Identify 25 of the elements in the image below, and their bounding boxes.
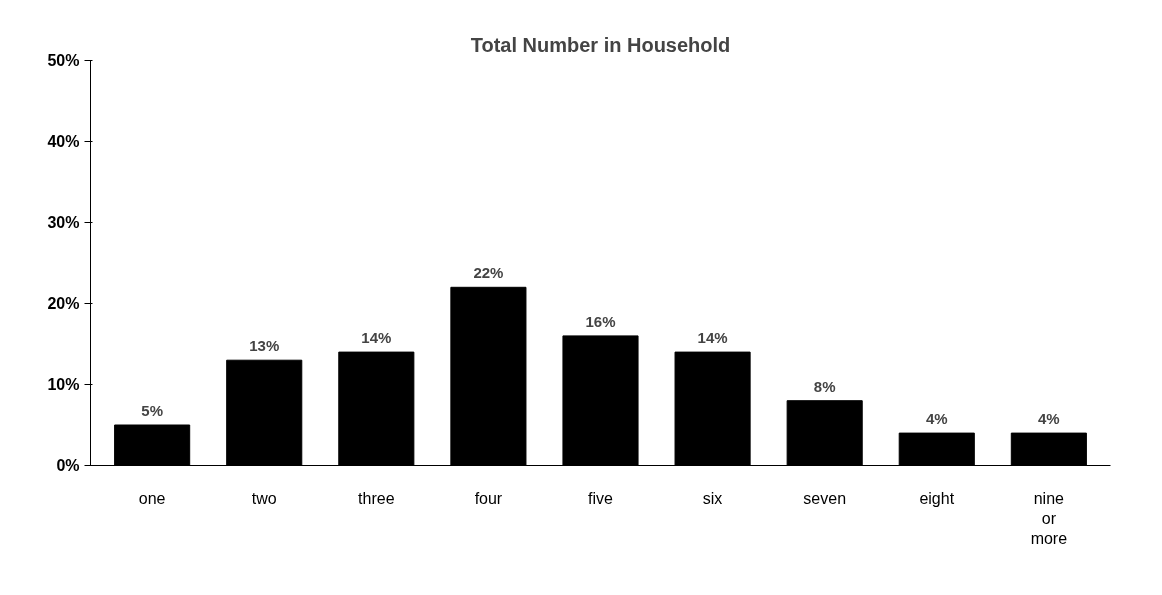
data-label: 4% <box>1038 410 1060 428</box>
data-label: 8% <box>813 377 836 395</box>
chart-title: Total Number in Household <box>470 33 731 56</box>
x-tick-label: one <box>138 489 166 507</box>
x-tick-label: six <box>702 489 723 507</box>
data-label: 14% <box>697 329 728 347</box>
data-label: 5% <box>141 402 163 419</box>
x-tick-label: eight <box>919 489 955 507</box>
x-tick-label: three <box>358 489 395 507</box>
x-tick-label: four <box>474 489 503 507</box>
x-tick-label: five <box>588 489 614 507</box>
data-label: 14% <box>361 329 392 347</box>
data-label: 13% <box>249 337 280 355</box>
y-tick-label: 10% <box>47 376 80 393</box>
y-tick-label: 50% <box>47 52 80 69</box>
data-label: 22% <box>473 264 504 282</box>
y-tick-label: 20% <box>47 295 80 312</box>
data-label: 16% <box>585 312 616 330</box>
x-tick-label: seven <box>803 489 847 507</box>
y-tick-label: 30% <box>47 214 80 231</box>
data-label: 4% <box>925 410 948 428</box>
x-tick-label: two <box>251 489 277 507</box>
y-tick-label: 0% <box>56 457 80 474</box>
y-tick-label: 40% <box>47 133 80 150</box>
x-tick-label: nine or more <box>1030 489 1068 548</box>
